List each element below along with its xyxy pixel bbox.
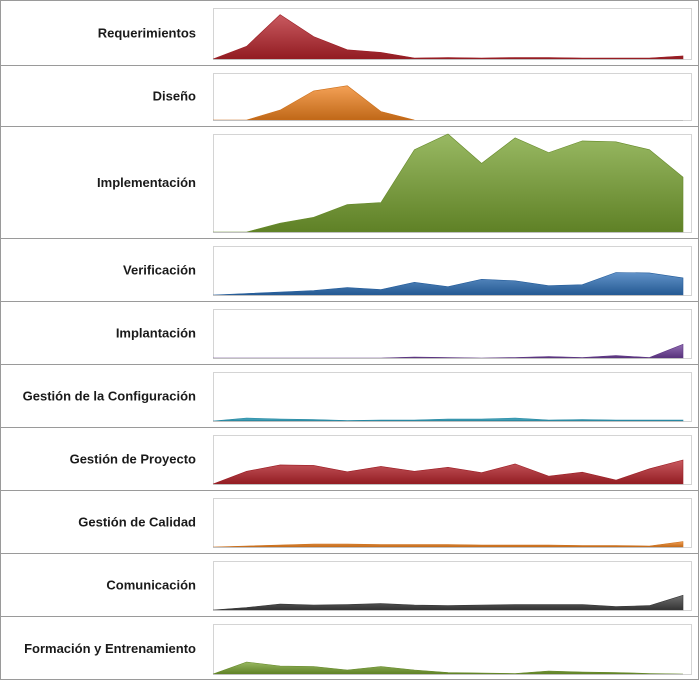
- plot-area: [213, 372, 692, 422]
- area-series: [212, 661, 684, 675]
- area-series: [212, 272, 684, 296]
- panel-label: Implementación: [97, 175, 196, 190]
- area-series: [212, 14, 684, 60]
- area-series: [212, 459, 684, 485]
- plot-area: [213, 309, 692, 359]
- panel-4: Verificación: [0, 238, 699, 296]
- panel-label: Gestión de la Configuración: [23, 389, 196, 404]
- panel-8: Gestión de Calidad: [0, 490, 699, 548]
- panel-label: Requerimientos: [98, 26, 196, 41]
- panel-label: Formación y Entrenamiento: [24, 641, 196, 656]
- panel-6: Gestión de la Configuración: [0, 364, 699, 422]
- panel-label: Gestión de Proyecto: [70, 452, 196, 467]
- panel-2: Diseño: [0, 65, 699, 121]
- panel-label: Comunicación: [106, 578, 196, 593]
- plot-area: [213, 561, 692, 611]
- panel-5: Implantación: [0, 301, 699, 359]
- panel-label: Verificación: [123, 263, 196, 278]
- panel-label: Gestión de Calidad: [78, 515, 196, 530]
- panel-7: Gestión de Proyecto: [0, 427, 699, 485]
- plot-area: [213, 498, 692, 548]
- area-series: [212, 417, 684, 422]
- panel-label: Diseño: [153, 89, 196, 104]
- area-series: [212, 594, 684, 611]
- panel-10: Formación y Entrenamiento: [0, 616, 699, 675]
- panel-9: Comunicación: [0, 553, 699, 611]
- area-series: [213, 133, 684, 233]
- panel-1: Requerimientos: [98, 8, 692, 60]
- area-series: [212, 541, 684, 548]
- panel-label: Implantación: [116, 326, 196, 341]
- panel-3: Implementación: [0, 126, 699, 233]
- area-series: [213, 85, 415, 121]
